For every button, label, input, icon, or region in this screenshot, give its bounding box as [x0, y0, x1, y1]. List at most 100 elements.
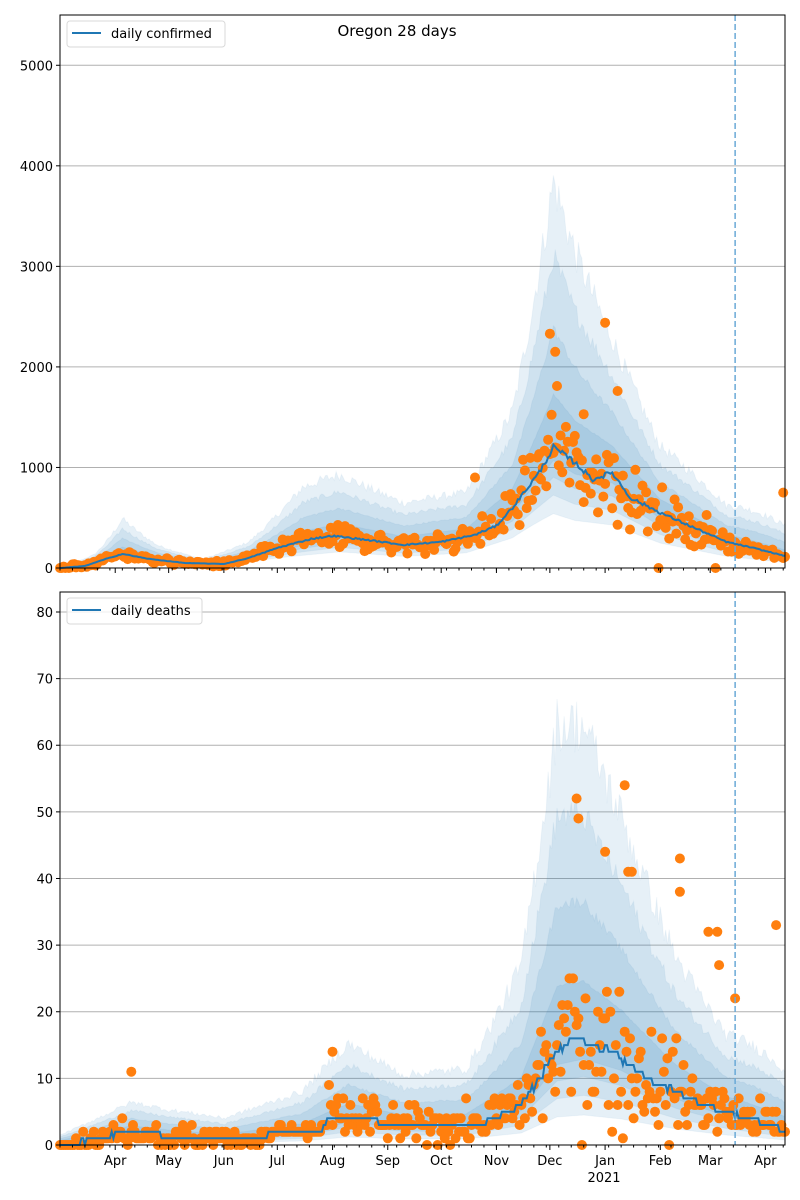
observed-point: [594, 1040, 605, 1051]
x-tick-label: Apr: [754, 1154, 777, 1169]
observed-point: [511, 493, 521, 504]
observed-point: [778, 487, 789, 498]
observed-point: [557, 467, 568, 478]
observed-point: [600, 478, 611, 489]
observed-point: [619, 780, 630, 791]
deaths-legend: daily deaths: [66, 597, 203, 625]
observed-point: [562, 1000, 573, 1011]
observed-point: [514, 520, 525, 531]
observed-point: [527, 495, 538, 505]
x-tick-label: Feb: [649, 1154, 672, 1169]
observed-point: [650, 1106, 660, 1117]
y-tick-label: 30: [36, 939, 53, 954]
x-tick-label: Jun: [213, 1154, 234, 1169]
observed-point: [628, 1113, 639, 1124]
observed-point: [560, 1026, 571, 1037]
x-tick-label: Apr: [104, 1154, 127, 1169]
observed-point: [357, 1093, 368, 1104]
observed-point: [514, 1120, 525, 1130]
observed-point: [683, 511, 694, 522]
observed-point: [530, 1073, 541, 1084]
observed-point: [630, 1086, 641, 1097]
observed-point: [714, 1113, 725, 1124]
observed-point: [609, 1073, 619, 1084]
median-line: [60, 1037, 785, 1149]
observed-point: [548, 1066, 559, 1077]
observed-point: [673, 502, 684, 513]
y-tick-label: 2000: [20, 361, 53, 376]
observed-point: [617, 470, 628, 481]
observed-point: [612, 519, 623, 530]
observed-point: [671, 1033, 682, 1044]
observed-point: [286, 546, 297, 557]
observed-point: [712, 926, 723, 937]
observed-point: [441, 1113, 452, 1124]
observed-point: [327, 1120, 338, 1130]
observed-point: [605, 1006, 616, 1017]
observed-point: [512, 509, 523, 520]
observed-point: [678, 1060, 689, 1070]
observed-point: [591, 454, 602, 465]
y-tick-label: 4000: [20, 160, 53, 175]
observed-point: [475, 538, 486, 549]
observed-point: [625, 1033, 635, 1044]
observed-point: [566, 457, 577, 468]
observed-point: [555, 1066, 566, 1077]
observed-point: [674, 886, 685, 897]
legend-label-confirmed: daily confirmed: [111, 27, 212, 42]
observed-point: [621, 1046, 632, 1057]
observed-point: [578, 497, 589, 508]
observed-point: [580, 993, 591, 1004]
observed-point: [544, 328, 555, 339]
y-tick-label: 5000: [20, 59, 53, 74]
observed-point: [712, 1126, 723, 1137]
confirmed-axes-frame: [59, 14, 786, 569]
observed-point: [486, 1120, 497, 1130]
observed-point: [607, 1126, 618, 1137]
observed-point: [614, 986, 625, 997]
observed-point: [600, 846, 611, 857]
observed-point: [685, 1086, 696, 1097]
observed-point: [573, 813, 584, 824]
observed-point: [585, 1046, 596, 1057]
y-tick-label: 1000: [20, 461, 53, 476]
observed-point: [601, 986, 612, 997]
observed-point: [682, 1120, 692, 1130]
observed-point: [464, 1133, 475, 1144]
observed-point: [674, 853, 685, 864]
observed-point: [714, 960, 725, 971]
observed-point: [420, 549, 431, 559]
observed-point: [559, 445, 570, 456]
x-tick-label: May: [155, 1154, 182, 1169]
y-tick-label: 0: [45, 562, 53, 577]
observed-point: [619, 1026, 630, 1037]
deaths-median: [60, 1037, 785, 1149]
deaths-points: [55, 780, 790, 1150]
observed-point: [402, 548, 413, 559]
observed-point: [568, 973, 578, 984]
observed-point: [600, 317, 611, 328]
observed-point: [382, 1133, 393, 1144]
observed-point: [593, 507, 603, 518]
y-tick-label: 50: [36, 806, 53, 821]
observed-point: [327, 1046, 338, 1057]
observed-point: [543, 1073, 554, 1084]
observed-point: [559, 1013, 570, 1024]
y-tick-label: 70: [36, 673, 53, 688]
observed-point: [543, 434, 554, 445]
observed-point: [578, 409, 589, 420]
observed-point: [710, 1086, 721, 1097]
observed-point: [609, 453, 619, 464]
deaths-axes-frame: [59, 591, 786, 1146]
observed-point: [117, 1113, 128, 1124]
y-tick-label: 20: [36, 1006, 53, 1021]
legend-box: [66, 20, 226, 48]
observed-point: [771, 1106, 782, 1117]
observed-point: [598, 491, 609, 502]
x-tick-label: Mar: [698, 1154, 723, 1169]
observed-point: [585, 488, 596, 499]
observed-point: [411, 1133, 422, 1144]
observed-point: [653, 1120, 664, 1130]
confirmed-y-ticks: 0 1000 2000 3000 4000 5000: [20, 59, 60, 577]
y-tick-label: 40: [36, 872, 53, 887]
